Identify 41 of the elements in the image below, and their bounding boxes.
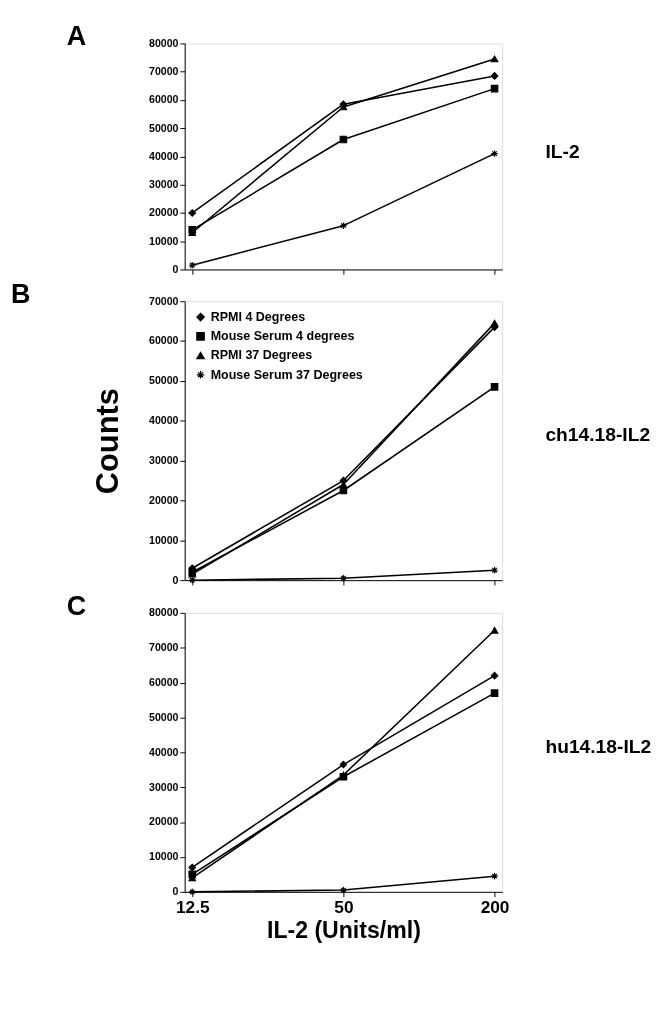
- y-tick-label: 10000: [149, 533, 179, 546]
- chart-title: B: [10, 279, 31, 310]
- legend-label: RPMI 4 Degrees: [210, 309, 306, 324]
- y-tick-label: 0: [172, 573, 179, 586]
- x-tick-label: 200: [480, 896, 510, 917]
- y-tick-label: 50000: [149, 710, 179, 723]
- legend-label: RPMI 37 Degrees: [210, 348, 313, 363]
- y-tick-label: 20000: [149, 493, 179, 506]
- y-axis-title: Counts: [90, 388, 126, 495]
- y-tick-label: 30000: [149, 453, 179, 466]
- legend-label: Mouse Serum 37 Degrees: [210, 367, 363, 382]
- y-tick-label: 70000: [149, 65, 179, 78]
- y-tick-label: 10000: [149, 850, 179, 863]
- y-tick-label: 20000: [149, 815, 179, 828]
- y-tick-label: 50000: [149, 121, 179, 134]
- y-tick-label: 0: [172, 262, 179, 275]
- y-tick-label: 60000: [149, 93, 179, 106]
- y-tick-label: 60000: [149, 675, 179, 688]
- legend-label: Mouse Serum 4 degrees: [210, 329, 355, 344]
- chart-title: A: [66, 21, 87, 52]
- y-tick-label: 40000: [149, 745, 179, 758]
- y-tick-label: 0: [172, 885, 179, 898]
- y-tick-label: 70000: [149, 641, 179, 654]
- y-tick-label: 70000: [149, 294, 179, 307]
- text: IL-2: [545, 140, 580, 162]
- x-axis-title: IL-2 (Units/ml): [266, 917, 421, 944]
- y-tick-label: 10000: [149, 234, 179, 247]
- y-tick-label: 30000: [149, 178, 179, 191]
- y-tick-label: 50000: [149, 374, 179, 387]
- y-tick-label: 40000: [149, 149, 179, 162]
- x-tick-label: 12.5: [175, 896, 210, 917]
- chart-title: C: [66, 590, 87, 621]
- text: hu14.18-IL2: [545, 735, 652, 757]
- y-tick-label: 60000: [149, 334, 179, 347]
- x-tick-label: 50: [334, 896, 354, 917]
- text: ch14.18-IL2: [545, 423, 651, 445]
- y-tick-label: 20000: [149, 206, 179, 219]
- y-tick-label: 40000: [149, 414, 179, 427]
- y-tick-label: 80000: [149, 36, 179, 49]
- y-tick-label: 80000: [149, 606, 179, 619]
- y-tick-label: 30000: [149, 780, 179, 793]
